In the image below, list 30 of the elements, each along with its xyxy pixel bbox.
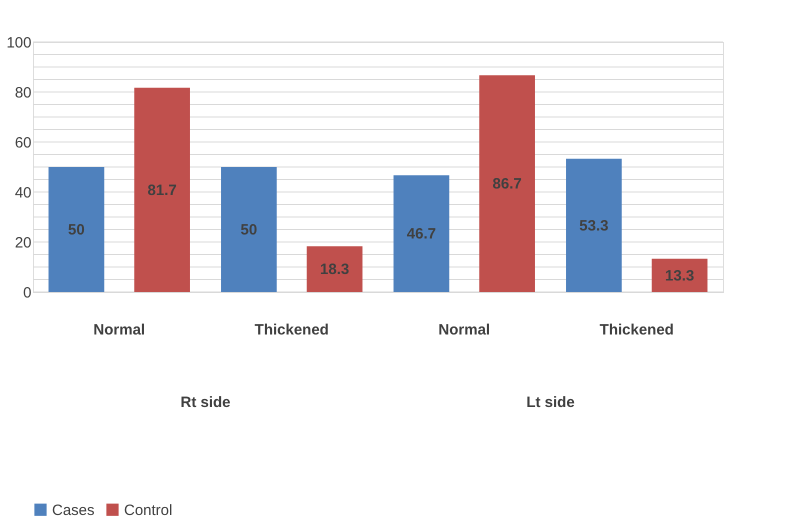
data-label: 86.7 xyxy=(492,176,522,193)
y-tick-label: 80 xyxy=(14,84,32,102)
bar xyxy=(566,158,622,292)
data-label: 18.3 xyxy=(320,261,350,278)
text: Lt side xyxy=(526,394,575,411)
bar xyxy=(48,167,104,292)
y-tick-label: 40 xyxy=(14,184,32,202)
data-label: 13.3 xyxy=(665,267,694,284)
bar xyxy=(221,167,277,292)
x-tick-label: Normal xyxy=(438,322,490,338)
x-tick-label: Normal xyxy=(93,322,146,338)
bar xyxy=(306,246,362,292)
y-tick-label: 20 xyxy=(14,234,32,252)
data-label: 46.7 xyxy=(406,226,436,243)
y-tick-label: 100 xyxy=(6,34,32,52)
data-label: 81.7 xyxy=(148,182,177,199)
bar xyxy=(134,88,190,292)
bar xyxy=(479,75,535,292)
data-label: 50 xyxy=(240,222,258,238)
bar xyxy=(652,258,708,292)
text: Rt side xyxy=(180,394,231,411)
data-label: 53.3 xyxy=(579,217,608,234)
legend-label: Control xyxy=(124,502,172,517)
y-tick-label: 60 xyxy=(14,134,32,152)
legend-label: Cases xyxy=(52,502,95,517)
data-label: 50 xyxy=(68,222,85,238)
bar xyxy=(394,175,450,292)
x-tick-label: Thickened xyxy=(600,322,674,338)
y-tick-label: 0 xyxy=(23,284,32,302)
x-tick-label: Thickened xyxy=(254,322,329,338)
